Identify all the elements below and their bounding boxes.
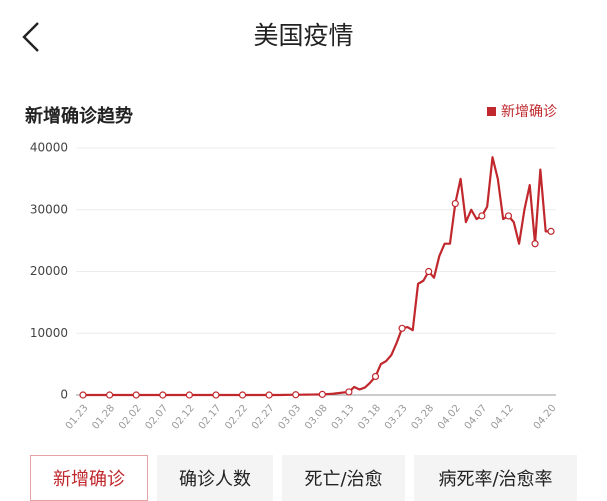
point [105, 391, 114, 399]
point [547, 227, 555, 235]
y-tick-label: 0 [60, 388, 68, 402]
point [478, 212, 486, 220]
x-tick-label: 04.02 [436, 403, 463, 432]
back-button[interactable] [18, 20, 44, 54]
x-tick-label: 01.23 [64, 403, 91, 432]
back-arrow[interactable] [22, 22, 39, 52]
x-tick-label: 04.12 [489, 403, 516, 432]
chart-title: 新增确诊趋势 [25, 105, 133, 127]
x-tick-label: 03.18 [356, 403, 383, 432]
y-tick-label: 40000 [30, 141, 68, 155]
point [159, 391, 167, 399]
point [79, 391, 87, 399]
point [504, 212, 513, 220]
tab[interactable]: 确诊人数 [157, 455, 273, 501]
line [83, 156, 551, 397]
point [531, 240, 539, 248]
x-tick-label: 02.17 [197, 403, 224, 432]
x-tick-label: 02.27 [250, 403, 277, 432]
point [212, 391, 220, 399]
point [132, 391, 140, 399]
point [265, 391, 273, 399]
x-tick-label: 03.03 [276, 403, 303, 432]
tab[interactable]: 新增确诊 [30, 455, 148, 501]
tab-bar: 新增确诊 确诊人数 死亡/治愈 病死率/治愈率 [30, 455, 577, 501]
point [451, 199, 459, 208]
x-tick-label: 04.07 [463, 403, 490, 432]
tab[interactable]: 病死率/治愈率 [414, 455, 577, 501]
x-tick-label: 03.23 [383, 403, 410, 432]
legend-label: 新增确诊 [501, 104, 557, 120]
x-tick-label: 04.20 [532, 403, 559, 432]
page-title: 美国疫情 [253, 21, 354, 50]
x-tick-label: 02.02 [117, 403, 144, 432]
point [398, 324, 406, 332]
point [318, 390, 326, 398]
legend-swatch [487, 107, 496, 116]
point [185, 391, 193, 399]
tab[interactable]: 死亡/治愈 [282, 455, 405, 501]
y-tick-label: 10000 [30, 326, 68, 340]
point [292, 391, 300, 399]
x-tick-label: 02.22 [223, 403, 250, 432]
x-tick-label: 03.08 [303, 403, 330, 432]
x-tick-label: 03.28 [409, 403, 436, 432]
point [345, 388, 353, 396]
y-tick-label: 30000 [30, 202, 68, 216]
x-tick-label: 01.28 [90, 403, 117, 432]
x-tick-label: 03.13 [330, 403, 357, 432]
point [425, 267, 433, 276]
point [371, 372, 380, 381]
point [238, 391, 247, 399]
x-tick-label: 02.12 [170, 403, 197, 432]
y-tick-label: 20000 [30, 264, 68, 278]
x-tick-label: 02.07 [144, 403, 171, 432]
